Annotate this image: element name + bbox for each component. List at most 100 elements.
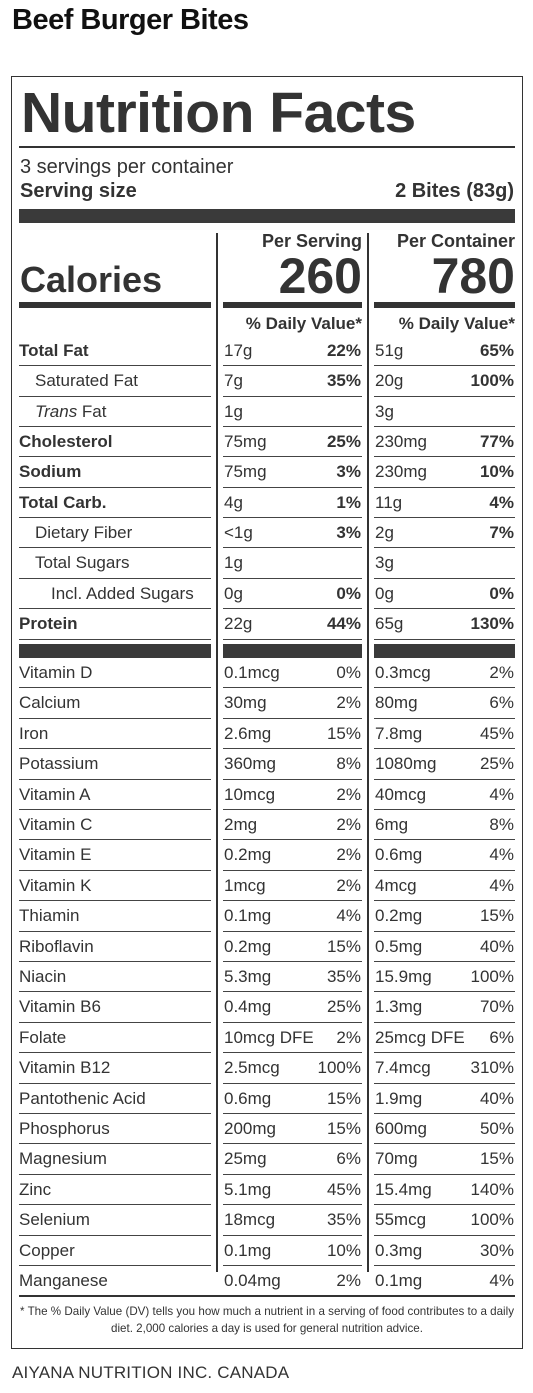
- per-container-cell: 0.5mg 40%: [374, 932, 515, 962]
- per-container-daily-value: 310%: [470, 1058, 514, 1078]
- nutrient-name: Vitamin C: [19, 810, 211, 841]
- per-container-daily-value: 4%: [489, 875, 514, 895]
- nutrient-name-text: Folate: [19, 1027, 67, 1047]
- per-container-daily-value: 140%: [470, 1179, 514, 1199]
- vitamin-separator-container: [374, 644, 515, 658]
- per-serving-daily-value: 0%: [336, 663, 361, 682]
- per-container-daily-value: 6%: [489, 693, 514, 713]
- per-serving-daily-value: 100%: [317, 1058, 361, 1078]
- per-serving-amount: 360mg: [224, 754, 276, 774]
- per-container-amount: 55mcg: [375, 1210, 427, 1230]
- per-serving-cell: 0.1mg 10%: [223, 1236, 362, 1266]
- per-serving-cell: <1g 3%: [223, 518, 362, 549]
- per-container-daily-value: 4%: [489, 784, 514, 804]
- per-container-cell: 0.6mg 4%: [374, 840, 515, 871]
- nutrient-name-text: Vitamin B6: [19, 997, 101, 1017]
- servings-per-container: 3 servings per container: [20, 156, 234, 178]
- product-title: Beef Burger Bites: [12, 4, 249, 36]
- per-container-cell: 3g: [374, 548, 515, 579]
- nutrient-name-text: Potassium: [19, 754, 99, 774]
- nutrient-name: Copper: [19, 1236, 211, 1266]
- table-row: Sodium 75mg 3% 230mg 10%: [12, 457, 522, 488]
- per-serving-daily-value: 2%: [336, 1027, 361, 1047]
- nutrient-name: Total Fat: [19, 336, 211, 367]
- per-container-cell: 4mcg 4%: [374, 871, 515, 902]
- per-container-heading: Per Container: [396, 231, 515, 251]
- per-serving-daily-value: 15%: [326, 723, 361, 743]
- per-container-amount: 11g: [375, 492, 403, 512]
- per-serving-cell: 1mcg 2%: [223, 871, 362, 902]
- per-container-cell: 20g 100%: [374, 366, 515, 397]
- nutrient-name-text: Vitamin E: [19, 845, 92, 865]
- per-container-daily-value: 0%: [489, 583, 514, 603]
- table-row: Selenium 18mcg 35% 55mcg 100%: [12, 1205, 522, 1236]
- table-row: Cholesterol 75mg 25% 230mg 77%: [12, 427, 522, 458]
- per-serving-cell: 7g 35%: [223, 366, 362, 397]
- table-row: Dietary Fiber <1g 3% 2g 7%: [12, 518, 522, 549]
- per-container-daily-value: 65%: [479, 341, 514, 360]
- calories-label: Calories: [20, 259, 163, 300]
- per-container-daily-value: 8%: [489, 815, 514, 834]
- per-container-cell: 25mcg DFE 6%: [374, 1023, 515, 1054]
- per-container-amount: 70mg: [375, 1149, 418, 1169]
- nutrient-name-text: Manganese: [19, 1271, 108, 1290]
- nutrient-name-text: Iron: [19, 723, 49, 743]
- per-serving-amount: 1mcg: [224, 875, 266, 895]
- per-container-cell: 1080mg 25%: [374, 749, 515, 780]
- per-serving-cell: 22g 44%: [223, 609, 362, 640]
- table-row: Total Carb. 4g 1% 11g 4%: [12, 488, 522, 519]
- per-container-amount: 7.4mcg: [375, 1058, 431, 1078]
- nutrient-name-text: Pantothenic Acid: [19, 1088, 146, 1108]
- nutrient-name: Pantothenic Acid: [19, 1084, 211, 1114]
- per-container-daily-value: 40%: [479, 936, 514, 956]
- table-row: Zinc 5.1mg 45% 15.4mg 140%: [12, 1175, 522, 1206]
- per-serving-amount: 0.04mg: [224, 1271, 281, 1290]
- per-serving-amount: 5.1mg: [224, 1179, 272, 1199]
- per-container-daily-value: 100%: [470, 371, 514, 391]
- calories-bar-container: [374, 302, 515, 308]
- nutrient-name: Trans FatTrans Fat: [19, 397, 211, 428]
- per-serving-amount: 0.1mg: [224, 1240, 272, 1260]
- per-container-cell: 3g: [374, 397, 515, 428]
- nutrient-name-text: Phosphorus: [19, 1119, 110, 1138]
- nutrient-name: Phosphorus: [19, 1114, 211, 1145]
- nutrient-name: Selenium: [19, 1205, 211, 1236]
- per-serving-amount: 30mg: [224, 693, 267, 713]
- nutrient-name-text: Incl. Added Sugars: [51, 583, 194, 603]
- nutrient-name: Zinc: [19, 1175, 211, 1206]
- nutrient-name: Saturated Fat: [19, 366, 211, 397]
- per-serving-amount: 0.4mg: [224, 997, 272, 1017]
- per-serving-cell: 0.2mg 2%: [223, 840, 362, 871]
- per-container-amount: 4mcg: [375, 875, 417, 895]
- per-serving-daily-value: 25%: [326, 997, 361, 1017]
- per-serving-cell: 0.4mg 25%: [223, 992, 362, 1023]
- nutrient-name: Protein: [19, 609, 211, 640]
- per-container-cell: 6mg 8%: [374, 810, 515, 841]
- per-serving-daily-value: 0%: [336, 583, 361, 603]
- per-container-amount: 0.2mg: [375, 906, 423, 926]
- per-container-amount: 0.3mcg: [375, 663, 431, 682]
- per-container-amount: 15.4mg: [375, 1179, 432, 1199]
- nutrient-name: Sodium: [19, 457, 211, 488]
- per-container-cell: 1.3mg 70%: [374, 992, 515, 1023]
- serving-size-label: Serving size: [20, 180, 137, 202]
- column-separator-1: [216, 233, 218, 1272]
- nutrient-name: Vitamin B6: [19, 992, 211, 1023]
- calories-per-container: 780: [431, 248, 515, 304]
- per-serving-amount: 0.1mcg: [224, 663, 280, 682]
- per-serving-amount: 75mg: [224, 462, 267, 482]
- per-serving-cell: 2.6mg 15%: [223, 719, 362, 750]
- per-serving-daily-value: 35%: [326, 1210, 361, 1230]
- per-serving-cell: 0g 0%: [223, 579, 362, 610]
- per-container-amount: 0.5mg: [375, 936, 423, 956]
- nutrient-name: Total Carb.: [19, 488, 211, 519]
- nutrient-name-text: Saturated Fat: [35, 371, 139, 391]
- table-row: Vitamin B6 0.4mg 25% 1.3mg 70%: [12, 992, 522, 1023]
- per-container-cell: 7.4mcg 310%: [374, 1053, 515, 1084]
- per-container-cell: 70mg 15%: [374, 1144, 515, 1175]
- per-serving-amount: 75mg: [224, 432, 267, 452]
- table-row: Potassium 360mg 8% 1080mg 25%: [12, 749, 522, 780]
- trans-prefix: Trans: [35, 401, 78, 421]
- per-container-daily-value: 4%: [489, 1271, 514, 1290]
- per-serving-cell: 25mg 6%: [223, 1144, 362, 1175]
